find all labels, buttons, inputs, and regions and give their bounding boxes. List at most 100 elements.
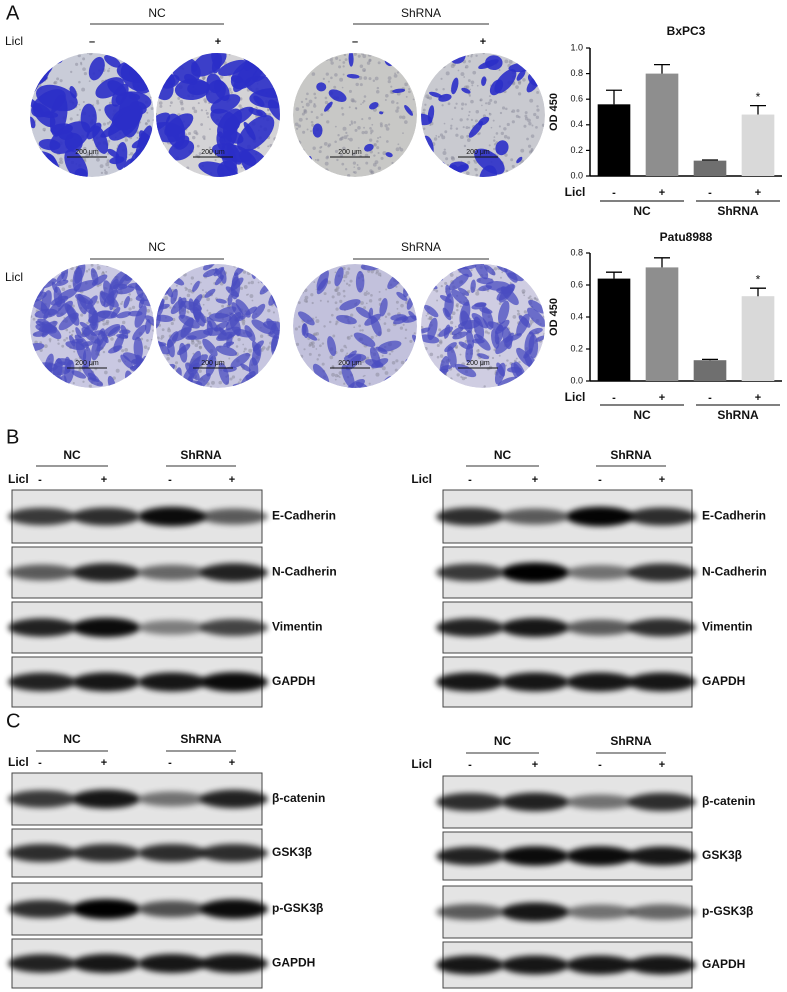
scale-bar-label: 200 μm — [338, 360, 362, 367]
group-label: ShRNA — [717, 408, 759, 422]
micrograph: 200 μm — [156, 264, 280, 388]
group-label: NC — [148, 240, 166, 254]
y-tick-label: 0.2 — [570, 145, 583, 155]
treatment-sign: – — [352, 36, 358, 48]
lane-sign: - — [468, 474, 472, 486]
y-tick-label: 0.8 — [570, 247, 583, 257]
chart-title: Patu8988 — [660, 230, 713, 244]
protein-label: p-GSK3β — [702, 904, 753, 918]
group-label: NC — [633, 408, 651, 422]
protein-label: GAPDH — [272, 956, 315, 970]
group-label: NC — [63, 732, 81, 746]
x-tick-label: - — [612, 187, 616, 199]
y-tick-label: 0.4 — [570, 311, 583, 321]
micrograph: 200 μm — [421, 264, 545, 388]
micrograph: 200 μm — [421, 53, 545, 177]
lane-sign: + — [229, 757, 235, 769]
lane-sign: - — [168, 757, 172, 769]
group-label: ShRNA — [180, 448, 222, 462]
y-tick-label: 0.0 — [570, 375, 583, 385]
x-tick-label: + — [659, 392, 665, 404]
group-label: ShRNA — [610, 448, 652, 462]
y-tick-label: 0.4 — [570, 119, 583, 129]
micrograph: 200 μm — [293, 53, 417, 177]
panel-label: A — [6, 2, 20, 24]
panel-label: C — [6, 710, 20, 732]
error-bar — [702, 159, 718, 161]
y-axis-label: OD 450 — [548, 93, 560, 131]
lane-sign: - — [168, 474, 172, 486]
protein-label: GAPDH — [702, 674, 745, 688]
error-bar — [606, 271, 622, 279]
treatment-label: Licl — [8, 755, 29, 769]
significance-mark: * — [756, 272, 761, 286]
group-label: ShRNA — [401, 6, 441, 20]
scale-bar-label: 200 μm — [466, 360, 490, 367]
x-tick-label: + — [659, 187, 665, 199]
group-label: NC — [633, 204, 651, 218]
y-axis-label: OD 450 — [548, 298, 560, 336]
protein-label: GAPDH — [702, 957, 745, 971]
protein-label: GSK3β — [702, 848, 742, 862]
lane-sign: + — [229, 474, 235, 486]
x-tick-label: - — [612, 392, 616, 404]
lane-sign: + — [101, 757, 107, 769]
group-label: ShRNA — [610, 734, 652, 748]
blot-strip — [8, 938, 268, 989]
lane-sign: + — [659, 474, 665, 486]
blot-strip — [436, 885, 696, 939]
lane-sign: + — [532, 759, 538, 771]
y-tick-label: 0.8 — [570, 68, 583, 78]
x-tick-label: + — [755, 392, 761, 404]
protein-label: N-Cadherin — [702, 565, 767, 579]
blot-strip — [8, 882, 268, 936]
x-tick-label: - — [708, 392, 712, 404]
group-label: ShRNA — [180, 732, 222, 746]
blot-strip — [8, 828, 268, 878]
error-bar — [750, 104, 766, 115]
protein-label: E-Cadherin — [702, 509, 766, 523]
lane-sign: + — [532, 474, 538, 486]
bar — [693, 360, 727, 381]
micrograph: 200 μm — [293, 264, 417, 388]
lane-sign: + — [659, 759, 665, 771]
treatment-label: Licl — [5, 34, 23, 48]
bar — [645, 73, 679, 176]
blot-strip — [436, 601, 696, 654]
protein-label: N-Cadherin — [272, 565, 337, 579]
treatment-label: Licl — [565, 185, 586, 199]
protein-label: GAPDH — [272, 674, 315, 688]
treatment-label: Licl — [411, 472, 432, 486]
protein-label: β-catenin — [272, 791, 325, 805]
scale-bar-label: 200 μm — [75, 360, 99, 367]
scale-bar-label: 200 μm — [201, 360, 225, 367]
treatment-label: Licl — [5, 270, 23, 284]
micrograph: 200 μm — [30, 53, 154, 177]
chart-title: BxPC3 — [667, 24, 706, 38]
bar — [741, 114, 775, 176]
bar — [693, 160, 727, 176]
y-tick-label: 0.6 — [570, 279, 583, 289]
blot-strip — [436, 546, 696, 599]
y-tick-label: 0.2 — [570, 343, 583, 353]
x-tick-label: + — [755, 187, 761, 199]
blot-strip — [436, 489, 696, 544]
blot-strip — [8, 489, 268, 544]
protein-label: E-Cadherin — [272, 509, 336, 523]
protein-label: β-catenin — [702, 794, 755, 808]
error-bar — [654, 63, 670, 74]
error-bar — [606, 89, 622, 105]
bar — [597, 104, 631, 176]
x-tick-label: - — [708, 187, 712, 199]
blot-strip — [8, 546, 268, 599]
significance-mark: * — [756, 90, 761, 104]
lane-sign: - — [598, 474, 602, 486]
micrograph: 200 μm — [30, 264, 154, 388]
y-tick-label: 0.0 — [570, 170, 583, 180]
scale-bar-label: 200 μm — [338, 149, 362, 156]
blot-strip — [436, 775, 696, 829]
lane-sign: - — [38, 757, 42, 769]
panel-label: B — [6, 426, 19, 448]
scale-bar-label: 200 μm — [75, 149, 99, 156]
